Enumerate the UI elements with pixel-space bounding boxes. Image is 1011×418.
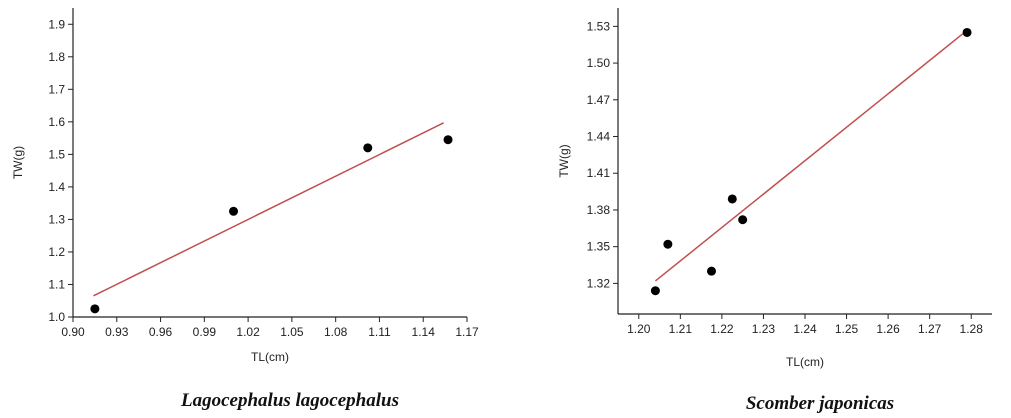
y-tick-label: 1.47	[587, 93, 611, 107]
x-tick-label: 1.20	[627, 322, 651, 336]
x-tick-label: 1.27	[918, 322, 942, 336]
y-tick-label: 1.44	[587, 130, 611, 144]
y-tick-label: 1.6	[48, 115, 65, 129]
data-point	[90, 304, 100, 314]
x-tick-label: 1.28	[960, 322, 984, 336]
x-tick-label: 1.23	[752, 322, 776, 336]
y-tick-label: 1.53	[587, 19, 611, 33]
y-tick-label: 1.8	[48, 50, 65, 64]
y-tick-label: 1.5	[48, 147, 65, 161]
data-point	[727, 194, 737, 204]
y-tick-label: 1.9	[48, 17, 65, 31]
data-point	[962, 27, 972, 37]
y-tick-label: 1.3	[48, 212, 65, 226]
x-tick-label: 1.24	[793, 322, 817, 336]
y-axis-label: TW(g)	[557, 144, 571, 177]
x-axis-label: TL(cm)	[786, 355, 824, 369]
data-point	[363, 143, 373, 153]
regression-line	[654, 33, 964, 282]
data-point	[738, 215, 748, 225]
x-tick-label: 1.14	[412, 325, 436, 339]
data-point	[707, 266, 716, 276]
x-axis-label: TL(cm)	[251, 350, 289, 364]
y-tick-label: 1.2	[48, 245, 65, 259]
data-point	[443, 135, 453, 145]
y-tick-label: 1.35	[587, 240, 611, 254]
x-tick-label: 0.96	[149, 325, 173, 339]
x-tick-label: 0.90	[61, 325, 85, 339]
caption-scomber: Scomber japonicas	[746, 393, 894, 414]
x-tick-label: 1.17	[455, 325, 479, 339]
y-tick-label: 1.38	[587, 203, 611, 217]
y-axis-label: TW(g)	[11, 146, 25, 179]
x-tick-label: 0.99	[193, 325, 217, 339]
y-tick-label: 1.1	[48, 277, 65, 291]
y-tick-label: 1.32	[587, 276, 611, 290]
caption-lagocephalus: Lagocephalus lagocephalus	[180, 390, 399, 411]
x-tick-label: 1.05	[280, 325, 304, 339]
x-tick-label: 1.26	[876, 322, 900, 336]
y-tick-label: 1.7	[48, 82, 65, 96]
x-tick-label: 1.21	[669, 322, 693, 336]
y-tick-label: 1.41	[587, 166, 611, 180]
y-tick-label: 1.50	[587, 56, 611, 70]
x-tick-label: 1.02	[236, 325, 260, 339]
chart-scomber: 1.32 1.35 1.38 1.41 1.44 1.47 1.50 1.53 1.20 1.21…	[557, 8, 992, 369]
chart-lagocephalus: 1.0 1.1 1.2 1.3 1.4 1.5 1.6 1.7 1.8 1.9 0.90 0.93 0.…	[11, 8, 479, 364]
x-tick-label: 1.22	[710, 322, 734, 336]
data-point	[229, 206, 239, 216]
data-point	[650, 286, 660, 296]
y-tick-label: 1.0	[48, 310, 65, 324]
regression-line	[93, 122, 444, 297]
y-tick-label: 1.4	[48, 180, 65, 194]
x-tick-label: 1.11	[368, 325, 391, 339]
data-point	[663, 239, 673, 249]
x-tick-label: 1.08	[324, 325, 348, 339]
x-tick-label: 1.25	[835, 322, 859, 336]
x-tick-label: 0.93	[105, 325, 129, 339]
